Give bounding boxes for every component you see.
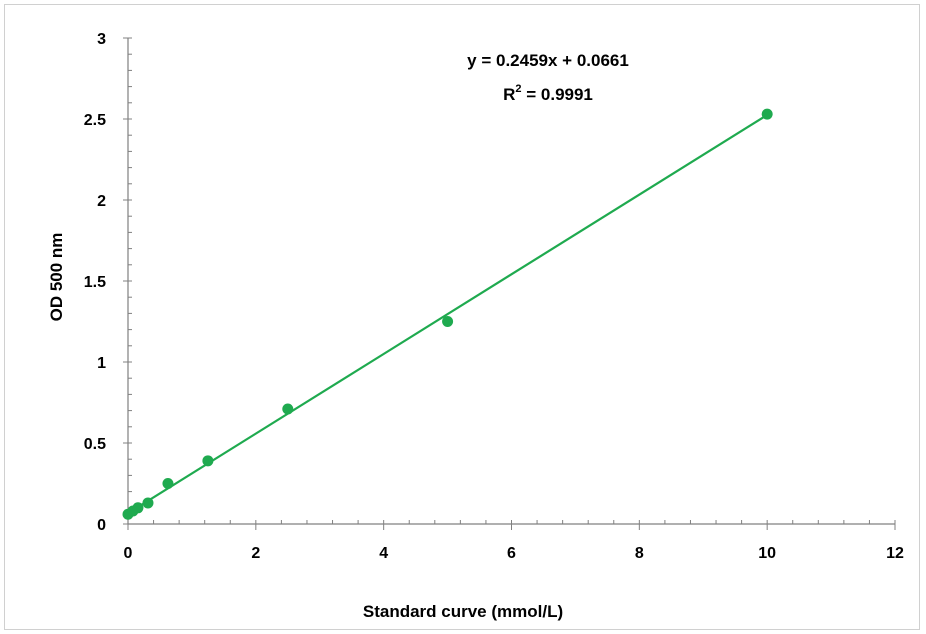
x-tick-label: 10 xyxy=(758,545,776,562)
y-tick-label: 2 xyxy=(97,193,106,210)
y-axis-title: OD 500 nm xyxy=(47,233,66,322)
data-point xyxy=(761,108,773,120)
y-tick-label: 3 xyxy=(97,31,106,48)
x-tick-label: 2 xyxy=(251,545,260,562)
data-point xyxy=(162,478,174,489)
y-tick-label: 0 xyxy=(97,517,106,534)
data-point xyxy=(282,403,294,415)
x-axis-ticks: 0 2 4 6 8 10 12 xyxy=(124,520,904,562)
r-squared-r: R xyxy=(503,85,515,104)
trendline-equation: y = 0.2459x + 0.0661 xyxy=(467,51,629,70)
x-axis-title: Standard curve (mmol/L) xyxy=(363,602,563,621)
r-squared-value: = 0.9991 xyxy=(522,85,593,104)
r-squared-label: R2 = 0.9991 xyxy=(503,83,593,104)
trendline xyxy=(127,114,768,515)
x-tick-label: 6 xyxy=(507,545,516,562)
y-tick-label: 1 xyxy=(97,355,106,372)
data-point xyxy=(132,502,144,514)
data-point xyxy=(442,316,454,327)
y-tick-label: 0.5 xyxy=(84,436,106,453)
x-tick-label: 0 xyxy=(124,545,133,562)
data-point xyxy=(202,455,214,467)
x-tick-label: 12 xyxy=(886,545,904,562)
y-tick-label: 1.5 xyxy=(84,274,106,291)
data-points xyxy=(122,108,773,520)
r-squared-superscript: 2 xyxy=(515,83,521,95)
data-point xyxy=(142,497,154,509)
y-axis-ticks: 0 0.5 1 1.5 2 2.5 3 xyxy=(84,31,132,534)
x-tick-label: 8 xyxy=(635,545,644,562)
x-tick-label: 4 xyxy=(379,545,388,562)
y-tick-label: 2.5 xyxy=(84,112,106,129)
